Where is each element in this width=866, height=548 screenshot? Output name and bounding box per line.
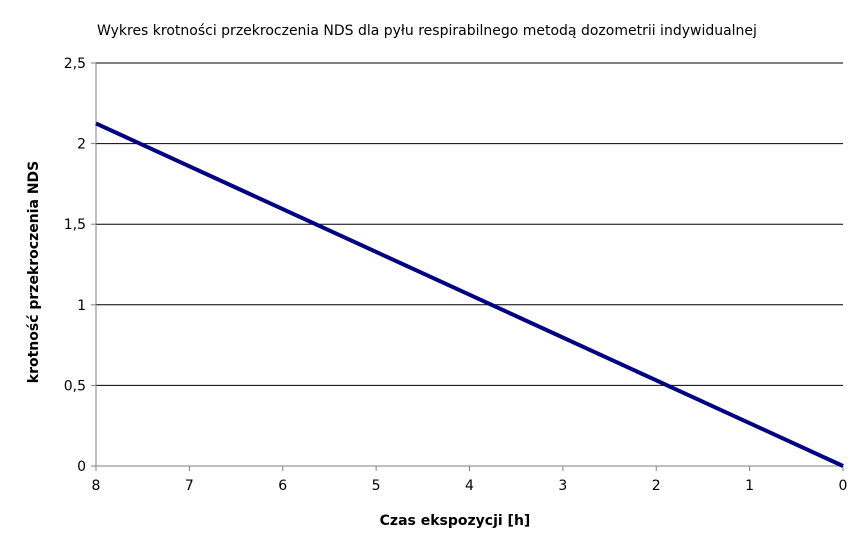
x-axis-ticks: 8 7 6 5 4 3 2 1 0 xyxy=(92,466,848,494)
x-tick-label: 8 xyxy=(92,478,101,494)
gridlines xyxy=(96,62,843,386)
y-axis-title: krotność przekroczenia NDS xyxy=(26,161,42,383)
series-layer xyxy=(95,121,844,468)
x-tick-label: 7 xyxy=(185,478,194,494)
y-tick-label: 0 xyxy=(77,459,86,475)
x-axis-title: Czas ekspozycji [h] xyxy=(380,513,531,529)
y-tick-label: 0,5 xyxy=(64,378,86,394)
y-tick-label: 2,5 xyxy=(64,56,86,72)
y-tick-label: 1,5 xyxy=(64,217,86,233)
y-axis-ticks: 0 0,5 1 1,5 2 2,5 xyxy=(64,56,96,475)
x-tick-label: 2 xyxy=(652,478,661,494)
axes xyxy=(95,63,843,467)
x-tick-label: 0 xyxy=(839,478,848,494)
chart-title: Wykres krotności przekroczenia NDS dla p… xyxy=(97,23,757,39)
y-tick-label: 1 xyxy=(77,298,86,314)
y-tick-label: 2 xyxy=(77,137,86,153)
x-tick-label: 4 xyxy=(465,478,474,494)
x-tick-label: 5 xyxy=(372,478,381,494)
x-tick-label: 3 xyxy=(558,478,567,494)
series-line xyxy=(95,121,844,468)
x-tick-label: 1 xyxy=(745,478,754,494)
x-tick-label: 6 xyxy=(278,478,287,494)
